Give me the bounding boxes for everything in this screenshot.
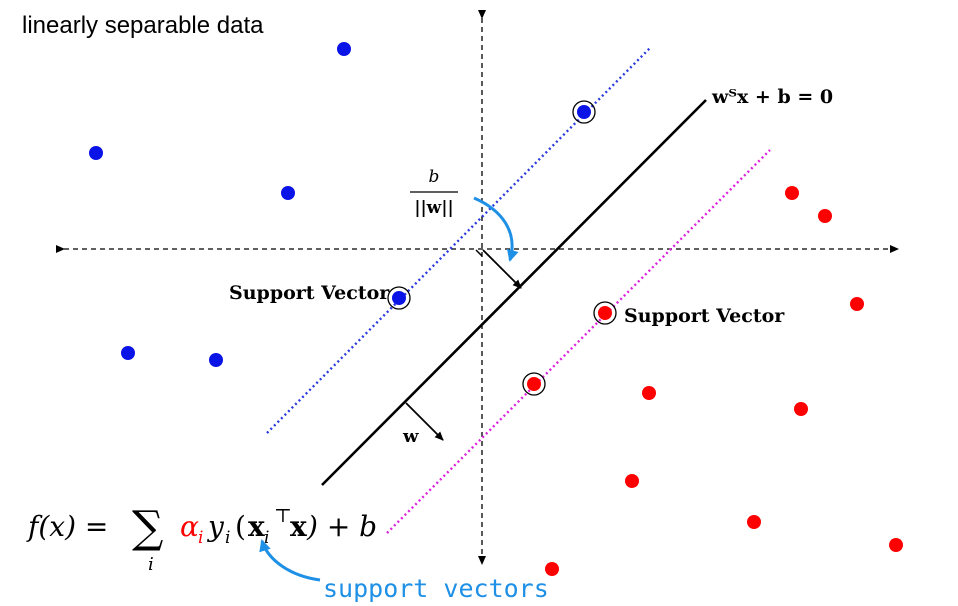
- negative-point: [545, 562, 559, 576]
- support-vectors-annotation-arrow: [259, 539, 321, 582]
- formula-open-paren: (: [235, 510, 246, 543]
- negative-point: [785, 186, 799, 200]
- negative-point: [625, 474, 639, 488]
- positive-point: [209, 353, 223, 367]
- positive-point: [281, 186, 295, 200]
- negative-point: [818, 209, 832, 223]
- formula-rest: ) + b: [306, 510, 377, 543]
- hyperplane-equation: wᵀx + b = 0: [711, 86, 833, 108]
- offset-denominator: ||w||: [414, 198, 453, 218]
- support-vectors-annotation: support vectors: [323, 574, 549, 603]
- normal-vector-arrow: [405, 402, 444, 441]
- formula-alpha-subscript: i: [198, 528, 203, 548]
- formula-sum-sign: ∑: [132, 502, 163, 553]
- normal-vector-label: w: [402, 426, 419, 447]
- support-vector-ring: [387, 286, 411, 310]
- negative-point: [850, 297, 864, 311]
- support-vector-label-right: Support Vector: [624, 305, 785, 327]
- offset-numerator: b: [429, 167, 440, 187]
- formula-lhs: f(x) =: [26, 510, 108, 543]
- negative-point: [889, 538, 903, 552]
- support-vector-label-left: Support Vector: [229, 282, 390, 304]
- positive-class-points: [89, 42, 596, 367]
- positive-support-vector-point: [392, 291, 406, 305]
- decision-function-formula: f(x) = ∑ i α i y i ( x i ⊤ x ) + b: [26, 502, 377, 575]
- formula-x-subscript: i: [264, 528, 269, 548]
- formula-sum-index: i: [148, 554, 154, 575]
- negative-point: [794, 402, 808, 416]
- negative-support-vector-point: [527, 377, 541, 391]
- negative-point: [642, 386, 656, 400]
- negative-point: [747, 515, 761, 529]
- offset-annotation-arrow: [473, 196, 519, 262]
- support-vector-ring: [593, 301, 617, 325]
- positive-margin-line: [266, 47, 651, 434]
- offset-arrow-tail: [475, 249, 483, 257]
- support-vector-ring: [522, 372, 546, 396]
- offset-arrow: [482, 249, 522, 289]
- formula-transpose: ⊤: [274, 505, 292, 527]
- formula-x-vector: x: [248, 510, 265, 543]
- formula-y-subscript: i: [225, 528, 230, 548]
- support-vector-ring: [572, 100, 596, 124]
- formula-y: y: [206, 510, 225, 543]
- positive-point: [121, 346, 135, 360]
- negative-support-vector-point: [598, 306, 612, 320]
- formula-alpha: α: [180, 510, 199, 543]
- separating-hyperplane: [321, 99, 707, 486]
- positive-point: [337, 42, 351, 56]
- formula-x-vector-2: x: [290, 510, 307, 543]
- negative-class-points: [522, 186, 903, 576]
- positive-point: [89, 146, 103, 160]
- diagram-title: linearly separable data: [22, 12, 264, 39]
- negative-margin-line: [386, 149, 771, 534]
- positive-support-vector-point: [577, 105, 591, 119]
